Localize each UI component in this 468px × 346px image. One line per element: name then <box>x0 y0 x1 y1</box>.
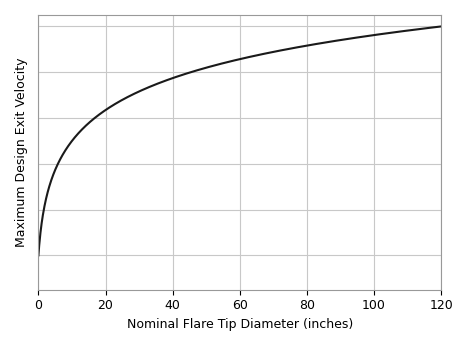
X-axis label: Nominal Flare Tip Diameter (inches): Nominal Flare Tip Diameter (inches) <box>127 318 353 331</box>
Y-axis label: Maximum Design Exit Velocity: Maximum Design Exit Velocity <box>15 58 28 247</box>
